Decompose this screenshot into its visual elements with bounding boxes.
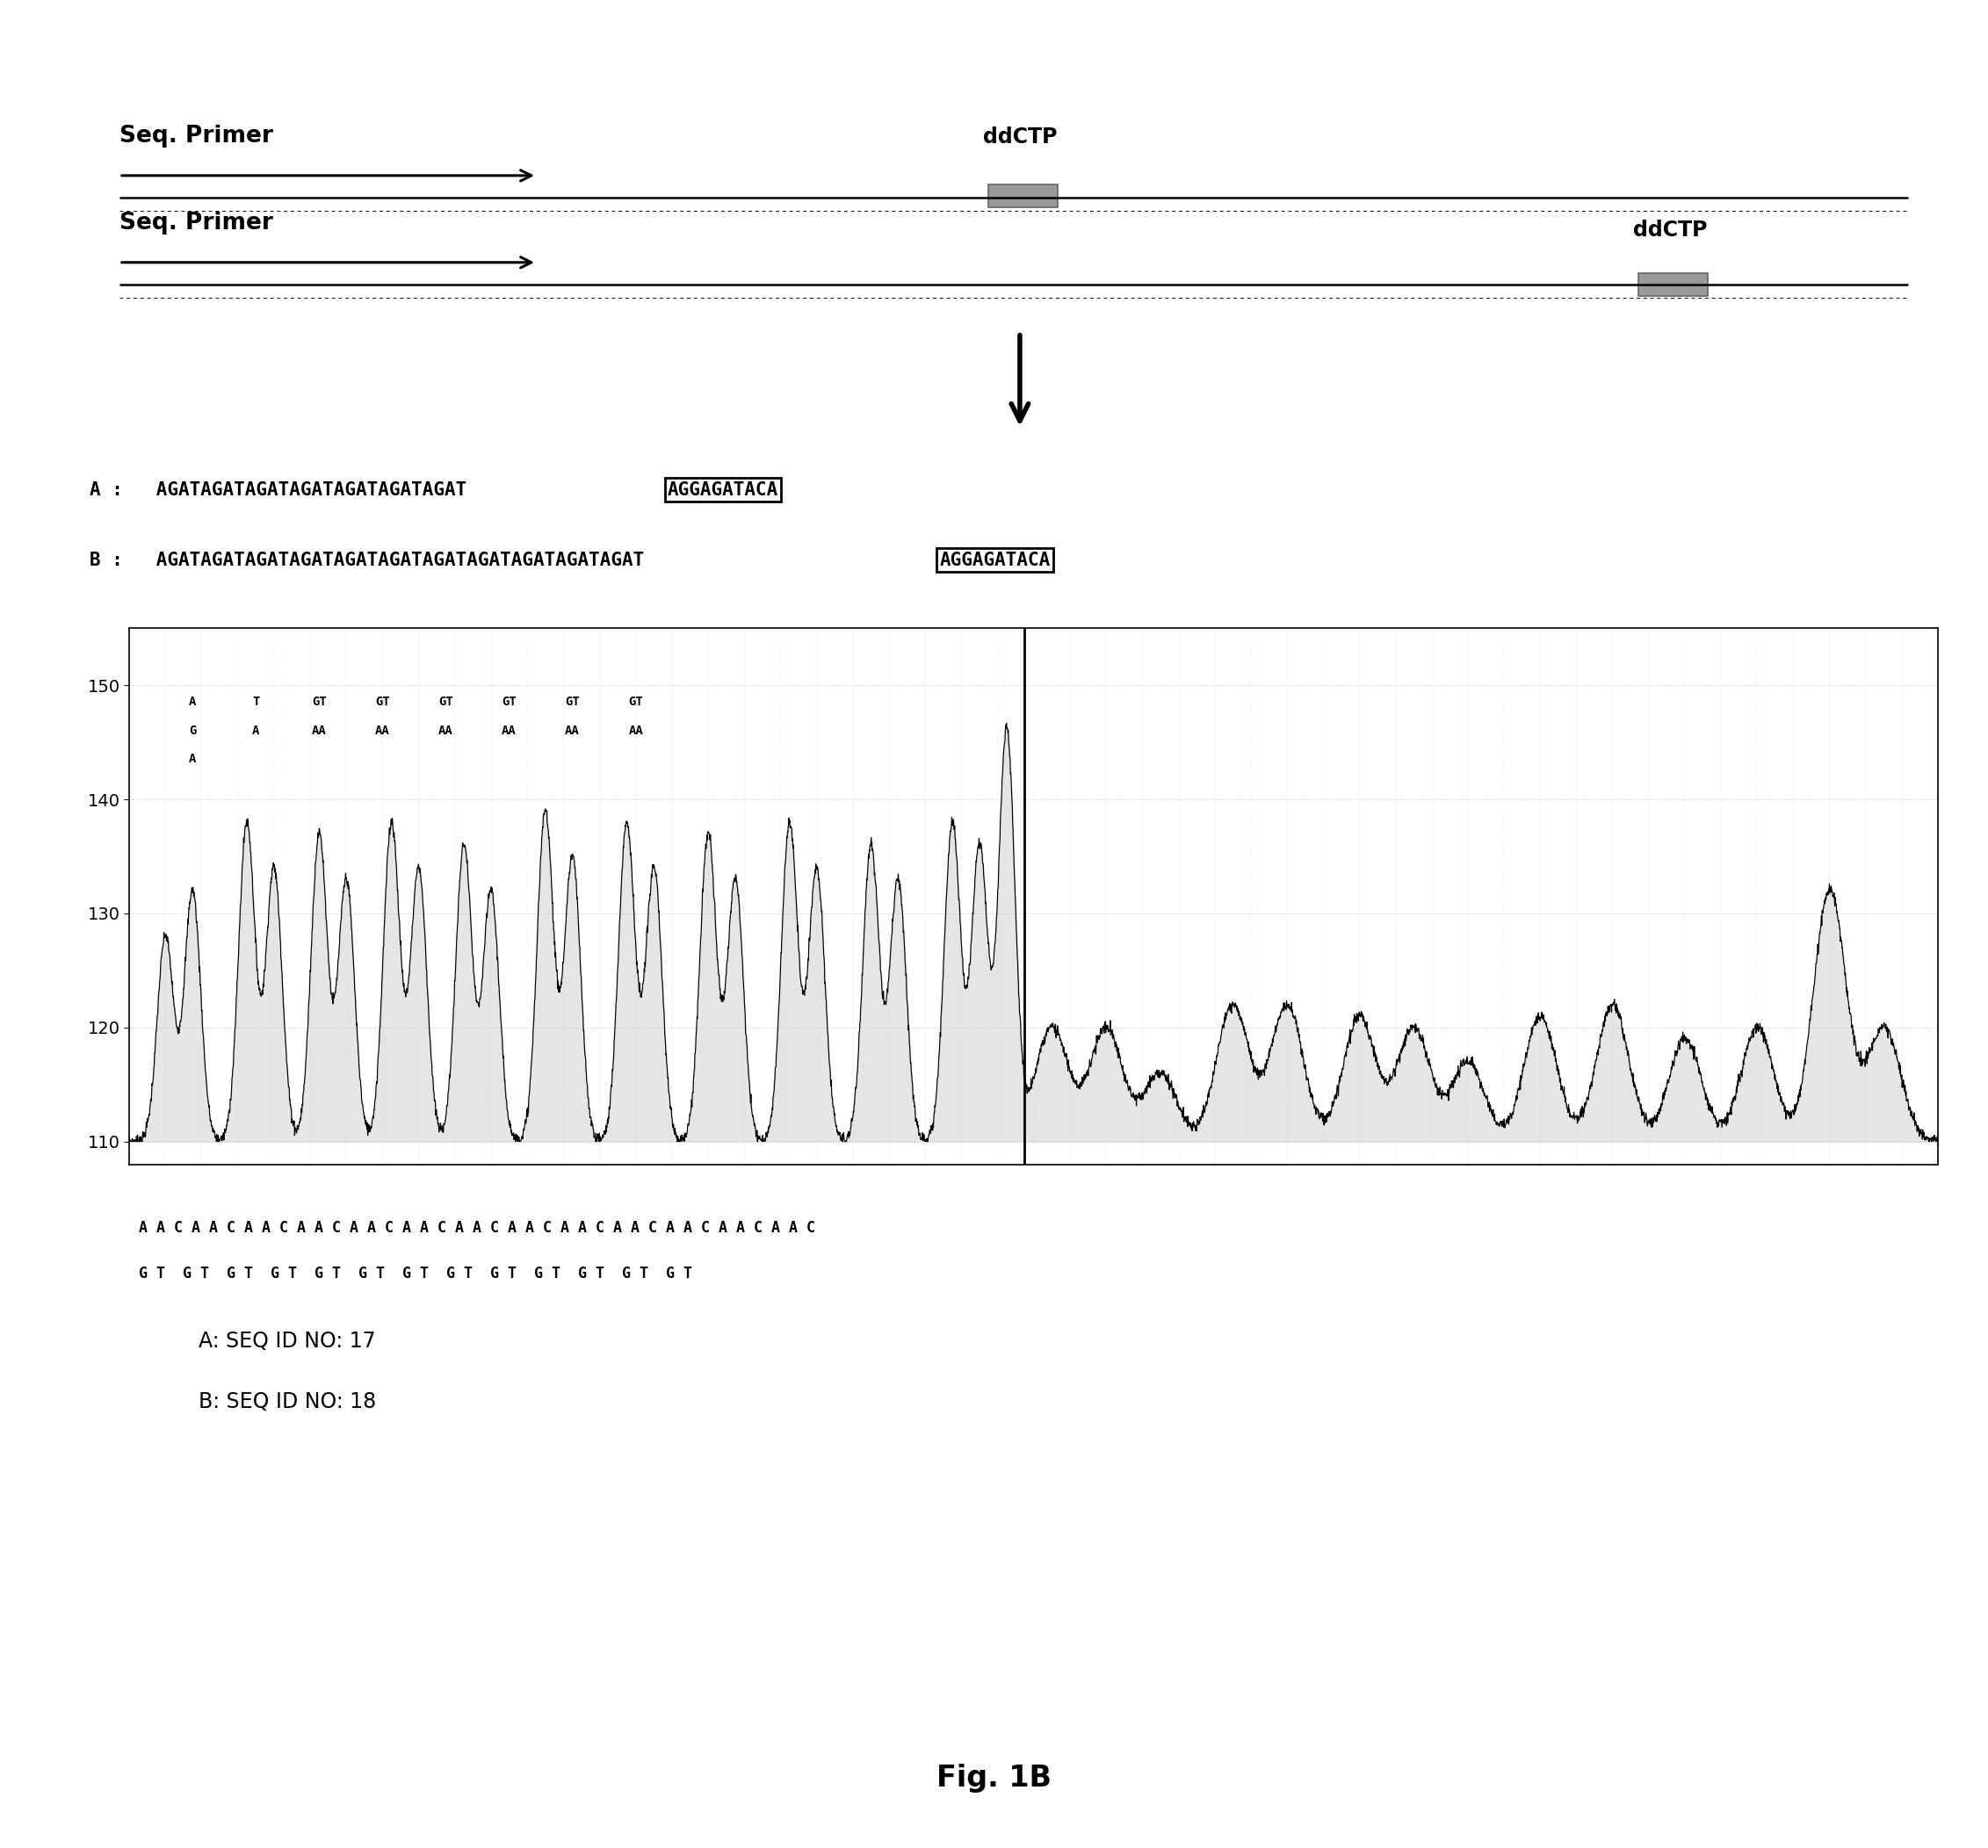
Text: AGGAGATACA: AGGAGATACA	[668, 480, 777, 499]
Text: GT: GT	[565, 697, 580, 708]
Text: AA: AA	[376, 724, 390, 737]
Bar	[1638, 274, 1708, 296]
Text: ddCTP: ddCTP	[982, 128, 1058, 148]
Text: A :   AGATAGATAGATAGATAGATAGATAGAT: A : AGATAGATAGATAGATAGATAGATAGAT	[89, 480, 467, 499]
Text: A A C A A C A A C A A C A A C A A C A A C A A C A A C A A C A A C A A C A A C: A A C A A C A A C A A C A A C A A C A A …	[139, 1220, 815, 1236]
Text: G T  G T  G T  G T  G T  G T  G T  G T  G T  G T  G T  G T  G T: G T G T G T G T G T G T G T G T G T G T …	[139, 1266, 692, 1283]
Text: GT: GT	[439, 697, 453, 708]
Text: A: SEQ ID NO: 17: A: SEQ ID NO: 17	[199, 1331, 376, 1351]
Text: AA: AA	[501, 724, 517, 737]
Text: GT: GT	[501, 697, 517, 708]
Text: Seq. Primer: Seq. Primer	[119, 126, 272, 148]
Text: AA: AA	[312, 724, 326, 737]
Text: Seq. Primer: Seq. Primer	[119, 213, 272, 235]
Text: G: G	[189, 724, 197, 737]
Text: GT: GT	[376, 697, 390, 708]
Text: AA: AA	[565, 724, 580, 737]
Text: B: SEQ ID NO: 18: B: SEQ ID NO: 18	[199, 1392, 376, 1412]
Text: ddCTP: ddCTP	[1632, 220, 1708, 240]
Text: A: A	[252, 724, 260, 737]
Text: A: A	[189, 752, 197, 765]
Text: Fig. 1B: Fig. 1B	[936, 1763, 1052, 1793]
Text: T: T	[252, 697, 260, 708]
Text: A: A	[189, 697, 197, 708]
Bar	[988, 185, 1058, 207]
Text: B :   AGATAGATAGATAGATAGATAGATAGATAGATAGATAGATAGAT: B : AGATAGATAGATAGATAGATAGATAGATAGATAGAT…	[89, 551, 644, 569]
Text: AA: AA	[628, 724, 644, 737]
Text: GT: GT	[628, 697, 644, 708]
Text: GT: GT	[312, 697, 326, 708]
Text: AGGAGATACA: AGGAGATACA	[938, 551, 1050, 569]
Text: AA: AA	[439, 724, 453, 737]
